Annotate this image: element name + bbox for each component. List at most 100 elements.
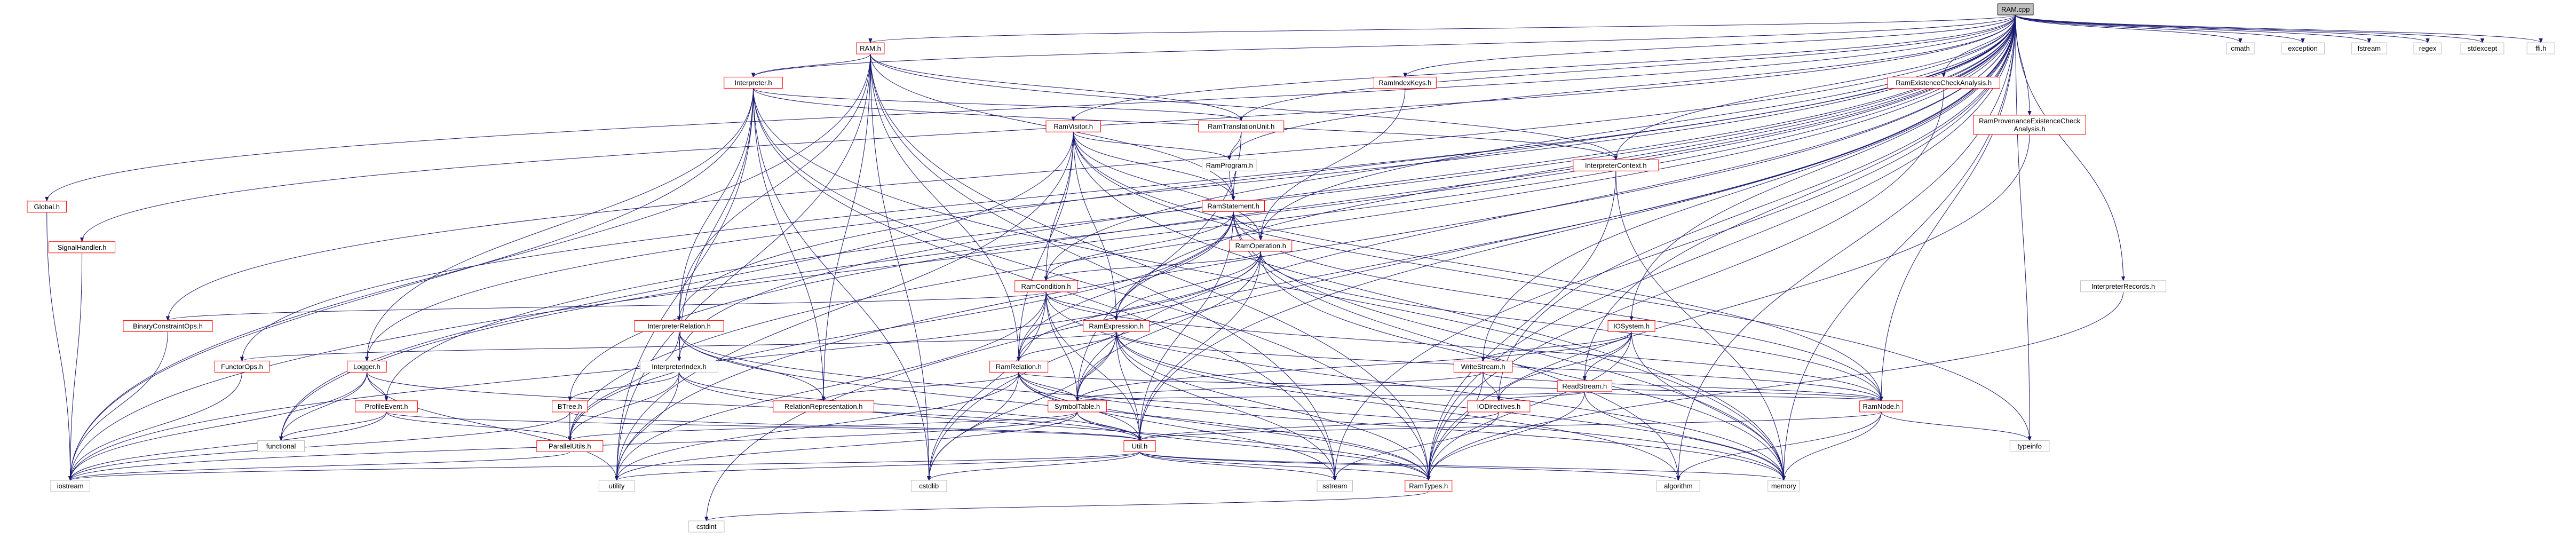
node-label: Global.h [34,203,60,211]
edge-root-to-profileevent_h [386,15,2016,401]
edge-root-to-ramcondition_h [1046,15,2016,281]
node-ffi-h: ffi.h [2526,42,2555,54]
node-ramstatement-h[interactable]: RamStatement.h [1202,200,1265,212]
node-fstream: fstream [2351,42,2388,54]
node-label: typeinfo [2017,442,2042,450]
node-iosystem-h[interactable]: IOSystem.h [1607,320,1655,332]
node-box [724,76,783,89]
edge-ramvisitor_h-to-ramprogram_h [1073,132,1230,160]
node-ramvisitor-h[interactable]: RamVisitor.h [1045,120,1101,132]
node-parallelutils-h[interactable]: ParallelUtils.h [536,440,604,452]
node-utility: utility [598,480,635,492]
edge-ram_h-to-relrep_h [823,54,871,401]
edge-symboltable_h-to-util_h [1077,412,1140,441]
edge-root-to-iostream [70,15,2016,480]
edge-root-to-stdexcept [2015,14,2483,43]
node-label: BTree.h [558,402,582,410]
edge-ram_h-to-interpreter_h [754,53,871,77]
edge-ramoperation_h-to-symboltable_h [1077,251,1261,401]
node-ramcondition-h[interactable]: RamCondition.h [1014,280,1077,292]
edge-ramvisitor_h-to-typeinfo [1073,132,2030,440]
node-box [214,360,270,373]
node-interprecords-h: InterpreterRecords.h [2080,280,2167,292]
node-label: RamRelation.h [996,362,1042,370]
node-box [2526,42,2555,54]
edge-iodirectives_h-to-util_h [1140,412,1499,441]
edge-ramrelation_h-to-memory [1018,372,1784,480]
edge-iosystem_h-to-writestream_h [1483,331,1632,361]
edge-ramnode_h-to-util_h [1140,412,1882,441]
node-ramnode-h[interactable]: RamNode.h [1859,400,1904,413]
edge-util_h-to-algorithm [1139,452,1678,481]
edge-ramcondition_h-to-ramexpression_h [1045,291,1116,321]
node-label: SignalHandler.h [58,243,107,251]
edge-interpindex_h-to-ramtypes_h [679,372,1429,480]
node-readstream-h[interactable]: ReadStream.h [1557,380,1613,392]
node-global-h[interactable]: Global.h [27,201,67,213]
node-label: regex [2419,44,2437,52]
node-util-h[interactable]: Util.h [1123,440,1156,452]
node-relrep-h[interactable]: RelationRepresentation.h [773,400,875,413]
node-box [2351,42,2388,54]
node-box [598,480,635,492]
node-signalhandler-h[interactable]: SignalHandler.h [49,241,116,254]
edge-ramexpression_h-to-util_h [1116,331,1140,440]
node-ramtypes-h[interactable]: RamTypes.h [1405,480,1453,492]
node-iodirectives-h[interactable]: IODirectives.h [1467,400,1531,413]
edge-interpreter_h-to-relrep_h [753,88,824,400]
edge-root-to-utility [617,15,2016,480]
node-box [123,320,213,332]
node-profileevent-h[interactable]: ProfileEvent.h [355,400,418,413]
node-label: WriteStream.h [1461,362,1505,370]
node-ramoperation-h[interactable]: RamOperation.h [1229,240,1293,252]
edge-binconstraint_h-to-iostream [70,331,168,480]
node-ramindexkeys-h[interactable]: RamIndexKeys.h [1374,76,1437,89]
node-writestream-h[interactable]: WriteStream.h [1453,360,1513,373]
edge-ramcondition_h-to-cstdlib [929,291,1047,480]
node-ramrelation-h[interactable]: RamRelation.h [989,360,1049,373]
edge-root-to-ramexpression_h [1116,15,2016,320]
edge-ramindexkeys_h-to-ramoperation_h [1261,88,1406,240]
edge-root-to-global_h [47,15,2016,201]
edge-ramexpression_h-to-sstream [1116,331,1335,480]
node-root[interactable]: RAM.cpp [1998,3,2034,15]
node-logger-h[interactable]: Logger.h [347,360,387,373]
node-box [910,480,947,492]
edge-ramcondition_h-to-ramnode_h [1045,291,1881,401]
node-exception: exception [2281,42,2325,54]
node-btree-h[interactable]: BTree.h [552,400,588,413]
edge-interpreter_h-to-interpctx_h [753,88,1616,160]
edge-root-to-sstream [1335,15,2016,480]
edges-layer [47,14,2541,521]
edge-root-to-regex [2015,14,2428,43]
node-functorops-h[interactable]: FunctorOps.h [214,360,270,373]
edge-ram_h-to-interprelation_h [679,54,871,320]
node-ramtransunit-h[interactable]: RamTranslationUnit.h [1198,120,1285,132]
node-label: ReadStream.h [1562,382,1607,390]
node-ramexpression-h[interactable]: RamExpression.h [1083,320,1150,332]
edge-root-to-ffi_h [2015,14,2541,43]
edge-interpreter_h-to-ramtypes_h [753,88,1429,480]
edge-ramnode_h-to-typeinfo [1881,412,2030,441]
edge-profileevent_h-to-functional [281,412,387,441]
node-interpctx-h[interactable]: InterpreterContext.h [1573,159,1659,171]
node-interpreter-h[interactable]: Interpreter.h [724,76,783,89]
node-label: BinaryConstraintOps.h [133,322,203,330]
node-ram-h[interactable]: RAM.h [856,42,885,54]
edge-root-to-algorithm [1678,15,2016,480]
edge-interprelation_h-to-memory [679,331,1784,480]
edge-util_h-to-iostream [70,452,1140,481]
node-symboltable-h[interactable]: SymbolTable.h [1048,400,1107,413]
node-iostream: iostream [50,480,90,492]
edge-root-to-ramnode_h [1881,15,2016,401]
node-binconstraint-h[interactable]: BinaryConstraintOps.h [123,320,213,332]
node-label: Logger.h [353,362,381,370]
node-label: utility [609,482,625,490]
edge-ramstatement_h-to-ramrelation_h [1019,211,1234,361]
edge-readstream_h-to-ramnode_h [1584,391,1881,401]
node-interprelation-h[interactable]: InterpreterRelation.h [634,320,724,332]
node-box [1767,480,1800,492]
node-ramexistcheck-h[interactable]: RamExistenceCheckAnalysis.h [1887,76,2000,89]
